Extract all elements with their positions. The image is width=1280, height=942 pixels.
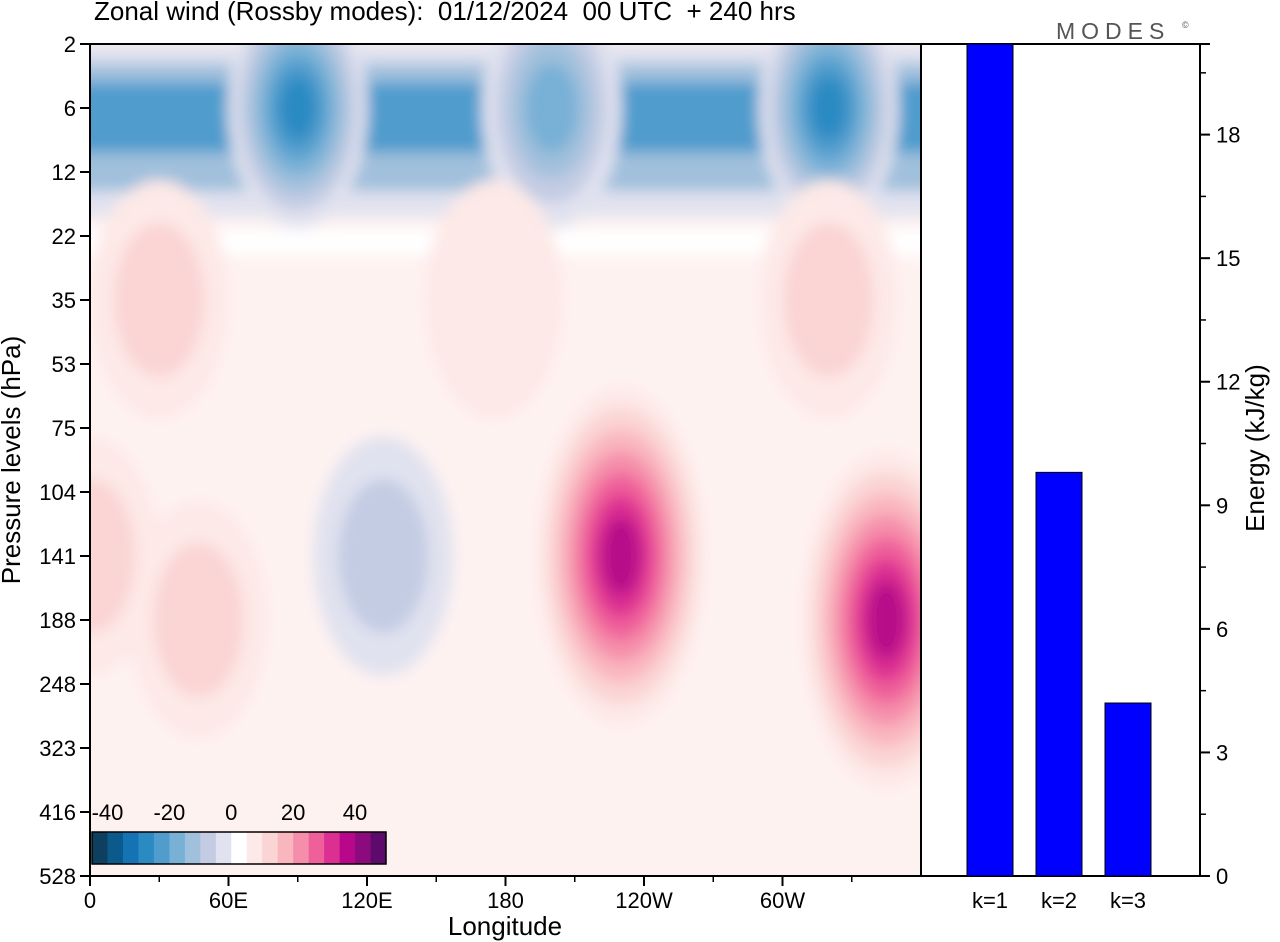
energy-tick-label: 3 [1216, 740, 1228, 765]
colorbar-swatch [355, 832, 371, 864]
y-tick-label: 416 [39, 800, 76, 825]
colorbar-swatch [324, 832, 340, 864]
wind-contour-cell [810, 76, 848, 140]
colorbar-frame [91, 831, 387, 865]
y-tick-label: 12 [52, 160, 76, 185]
y-tick-label: 528 [39, 864, 76, 889]
energy-bar-k=3 [1104, 702, 1152, 877]
energy-tick-label: 18 [1216, 123, 1240, 148]
y-tick-label: 323 [39, 736, 76, 761]
copyright-mark: © [1182, 20, 1189, 30]
y-tick-label: 248 [39, 672, 76, 697]
colorbar-swatch [339, 832, 356, 864]
y-tick-label: 2 [64, 32, 76, 57]
colorbar-swatch [92, 832, 108, 864]
colorbar-swatch [277, 832, 294, 864]
x-tick-label: 60W [760, 888, 805, 913]
modes-logo: MODES [1056, 18, 1171, 44]
energy-tick-label: 15 [1216, 246, 1240, 271]
energy-bar-k=1 [966, 43, 1014, 877]
wind-contour-cell [338, 478, 429, 634]
colorbar-swatch [246, 832, 263, 864]
wind-contour-cell [525, 63, 578, 153]
zonal-wind-heatmap [90, 44, 921, 876]
energy-tick-label: 6 [1216, 617, 1228, 642]
y-tick-label: 75 [52, 416, 76, 441]
colorbar-swatch [200, 832, 217, 864]
wind-contour-cell [423, 180, 564, 420]
y-tick-label: 104 [39, 480, 76, 505]
bar-category-label: k=2 [1041, 888, 1077, 913]
colorbar-tick-label: 0 [225, 800, 237, 825]
colorbar-swatch [184, 832, 201, 864]
colorbar-tick-label: -20 [153, 800, 185, 825]
bar-category-label: k=3 [1110, 888, 1146, 913]
colorbar-swatch [169, 832, 186, 864]
y-tick-label: 188 [39, 608, 76, 633]
colorbar-swatch [122, 832, 139, 864]
colorbar-swatch [138, 832, 155, 864]
x-tick-label: 0 [84, 888, 96, 913]
colorbar-swatch [215, 832, 232, 864]
y-tick-label: 6 [64, 96, 76, 121]
x-tick-label: 60E [209, 888, 248, 913]
chart-title: Zonal wind (Rossby modes): 01/12/2024 00… [94, 0, 796, 26]
colorbar-swatch [308, 832, 325, 864]
x-tick-label: 120W [615, 888, 673, 913]
energy-tick-label: 12 [1216, 370, 1240, 395]
colorbar-tick-label: -40 [92, 800, 124, 825]
energy-tick-label: 0 [1216, 864, 1228, 889]
x-tick-label: 180 [487, 888, 524, 913]
colorbar-tick-label: 40 [343, 800, 367, 825]
colorbar: -40 -20 0 20 40 [91, 800, 387, 865]
wind-contour-cell [153, 542, 244, 698]
y-tick-label: 141 [39, 544, 76, 569]
wind-contour-cell [783, 222, 874, 378]
colorbar-tick-label: 20 [281, 800, 305, 825]
wind-contour-cell [114, 222, 205, 378]
y-tick-label: 35 [52, 288, 76, 313]
wind-contour-cell [279, 76, 317, 140]
colorbar-swatch [293, 832, 309, 864]
x-tick-label: 120E [341, 888, 392, 913]
colorbar-swatch [153, 832, 170, 864]
colorbar-swatch [107, 832, 124, 864]
energy-axis-label: Energy (kJ/kg) [1240, 364, 1270, 532]
colorbar-swatch [231, 832, 248, 864]
wind-contour-cell [601, 516, 641, 596]
y-tick-label: 53 [52, 352, 76, 377]
energy-tick-label: 9 [1216, 493, 1228, 518]
energy-bar-k=2 [1035, 471, 1083, 877]
y-axis-label: Pressure levels (hPa) [0, 336, 26, 585]
colorbar-swatch [262, 832, 278, 864]
wind-contour-cell [90, 478, 135, 634]
colorbar-swatch [370, 832, 387, 864]
wind-contour-cell [866, 580, 906, 660]
bar-category-label: k=1 [972, 888, 1008, 913]
y-tick-label: 22 [52, 224, 76, 249]
x-axis-label: Longitude [448, 911, 562, 941]
